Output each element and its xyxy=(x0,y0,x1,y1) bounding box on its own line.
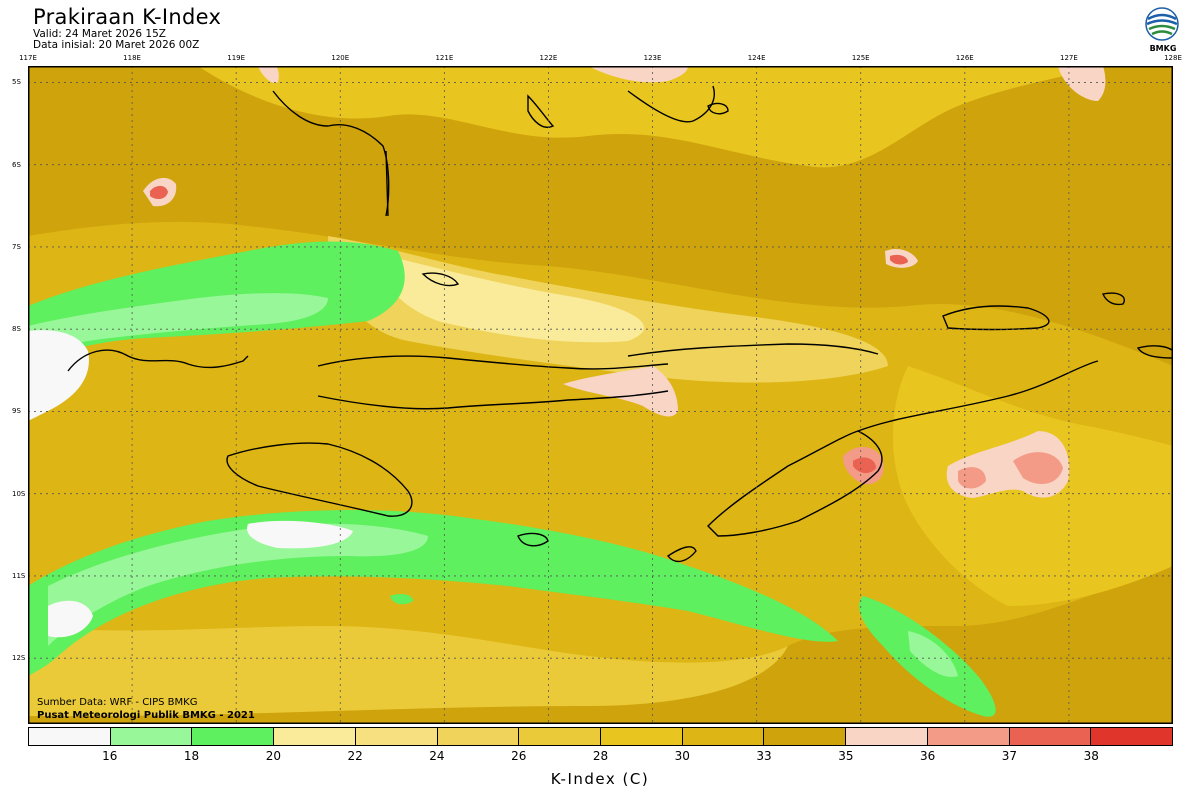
latitude-tick-label: 6S xyxy=(12,160,21,169)
legend-swatch xyxy=(1009,728,1092,745)
legend-tick-label: 26 xyxy=(511,749,527,763)
coast-selayar xyxy=(385,150,389,217)
hotspot-pink-northwest xyxy=(258,66,279,84)
hotspot-salmon-east2 xyxy=(958,467,986,489)
coast-sumba xyxy=(226,442,413,517)
white-patch-south xyxy=(247,520,353,549)
publisher-label: Pusat Meteorologi Publik BMKG - 2021 xyxy=(37,710,255,721)
legend-tick-label: 36 xyxy=(920,749,936,763)
coastlines xyxy=(67,85,1173,563)
k-index-map xyxy=(28,66,1173,724)
hotspot-red-timor xyxy=(853,457,876,474)
data-source-label: Sumber Data: WRF - CIPS BMKG xyxy=(37,697,198,708)
legend-tick-label: 20 xyxy=(265,749,281,763)
coast-rote xyxy=(666,546,697,563)
longitude-tick-label: 117E xyxy=(19,54,37,62)
longitude-tick-label: 124E xyxy=(747,54,766,62)
latitude-tick-label: 12S xyxy=(12,654,26,663)
longitude-tick-label: 125E xyxy=(851,54,870,62)
legend-swatch xyxy=(519,728,602,745)
coast-timor xyxy=(707,430,883,537)
legend-tick-label: 30 xyxy=(674,749,690,763)
legend-swatch xyxy=(29,728,111,745)
color-legend xyxy=(28,727,1173,746)
bmkg-logo-icon xyxy=(1145,7,1179,41)
hotspot-salmon-east xyxy=(1013,452,1063,484)
latitude-tick-label: 11S xyxy=(12,571,26,580)
legend-tick-label: 28 xyxy=(592,749,609,763)
coast-flores xyxy=(317,355,669,370)
legend-swatch xyxy=(355,728,438,745)
coast-babar xyxy=(942,305,1050,331)
legend-tick-label: 33 xyxy=(756,749,772,763)
legend-swatch xyxy=(601,728,683,745)
legend-swatch xyxy=(1091,728,1173,745)
longitude-tick-label: 128E xyxy=(1164,54,1182,62)
hotspot-red-northwest xyxy=(150,185,168,200)
legend-tick-label: 24 xyxy=(429,749,445,763)
white-patch-southwest xyxy=(48,600,93,638)
legend-swatch xyxy=(110,728,193,745)
hotspot-pink-islands xyxy=(563,366,678,417)
longitude-tick-label: 126E xyxy=(955,54,974,62)
legend-tick-label: 22 xyxy=(347,749,363,763)
field-south-dark xyxy=(28,566,1173,724)
longitude-tick-label: 120E xyxy=(331,54,350,62)
legend-tick-label: 37 xyxy=(1001,749,1018,763)
longitude-tick-label: 127E xyxy=(1060,54,1078,62)
longitude-tick-label: 119E xyxy=(227,54,246,62)
graticule xyxy=(28,66,1173,724)
page-title: Prakiraan K-Index xyxy=(33,5,222,29)
map-canvas xyxy=(28,66,1173,724)
valid-time: Valid: 24 Maret 2026 15Z xyxy=(33,28,166,40)
field-north-mid xyxy=(198,66,1108,168)
coast-sulawesi xyxy=(272,90,390,217)
hotspot-pink-northeast xyxy=(1058,66,1106,101)
longitude-tick-label: 123E xyxy=(643,54,662,62)
longitude-tick-label: 122E xyxy=(539,54,558,62)
green-patch-small xyxy=(390,593,413,605)
coast-east-island xyxy=(1136,345,1173,359)
coast-sumbawa-lombok xyxy=(67,349,249,372)
legend-swatch xyxy=(927,728,1010,745)
latitude-tick-label: 5S xyxy=(12,78,21,87)
title-block: Prakiraan K-Index Valid: 24 Maret 2026 1… xyxy=(33,6,221,51)
coast-buton xyxy=(527,94,555,128)
coast-sawu xyxy=(517,532,549,547)
map-border xyxy=(28,66,1173,724)
legend-swatch xyxy=(682,728,765,745)
lightgreen-band-southeast xyxy=(908,631,958,677)
hotspot-red-east xyxy=(890,254,908,265)
legend-title: K-Index (C) xyxy=(550,770,650,788)
logo-text: BMKG xyxy=(1149,44,1177,53)
legend-swatch xyxy=(764,728,847,745)
latitude-tick-label: 9S xyxy=(12,407,21,416)
legend-swatch xyxy=(437,728,520,745)
legend-swatch xyxy=(846,728,928,745)
coast-kalao xyxy=(421,272,460,287)
legend-tick-label: 38 xyxy=(1083,749,1099,763)
legend-tick-label: 35 xyxy=(838,749,854,763)
latitude-tick-label: 8S xyxy=(12,325,21,334)
field-south-light xyxy=(28,626,788,716)
legend-tick-label: 18 xyxy=(183,749,200,763)
coast-alor-wetar xyxy=(627,343,879,357)
legend-swatch xyxy=(192,728,275,745)
lightgreen-band-south xyxy=(48,523,428,646)
longitude-tick-label: 121E xyxy=(435,54,454,62)
coast-flores-south xyxy=(317,390,669,410)
coast-timor-east xyxy=(857,360,1099,432)
latitude-tick-label: 10S xyxy=(12,489,26,498)
white-patch-west xyxy=(28,330,89,421)
initial-time: Data inisial: 20 Maret 2026 00Z xyxy=(33,39,200,51)
hotspot-pink-north xyxy=(588,66,688,83)
coast-wetar xyxy=(627,85,715,123)
latitude-tick-label: 7S xyxy=(12,242,21,251)
coast-kisar xyxy=(707,102,729,115)
legend-swatch xyxy=(274,728,356,745)
longitude-tick-label: 118E xyxy=(123,54,141,62)
legend-tick-label: 16 xyxy=(102,749,118,763)
coast-tanimbar xyxy=(1102,292,1125,306)
